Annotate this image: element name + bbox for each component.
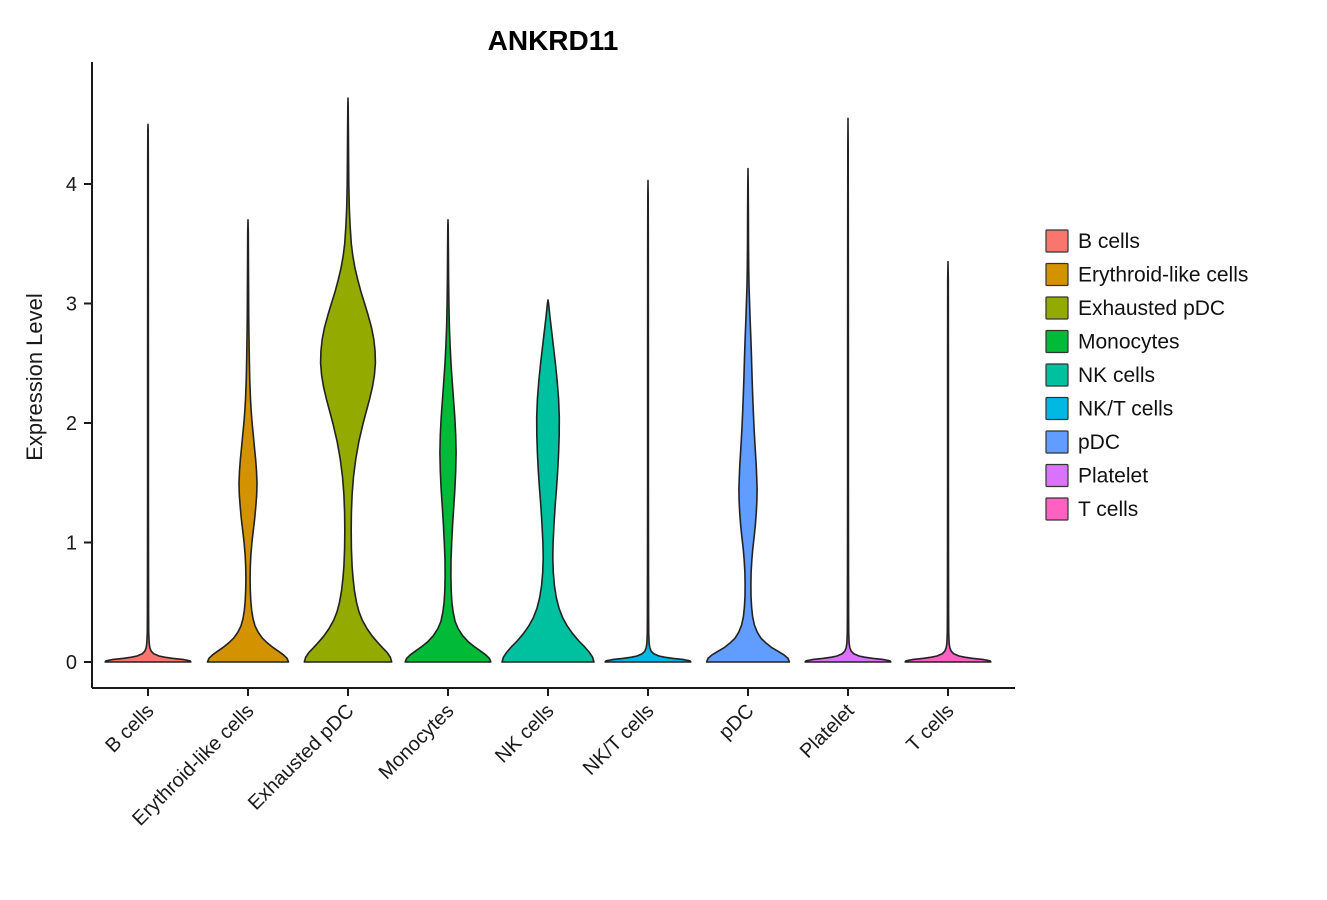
x-tick-label: Monocytes <box>375 700 459 784</box>
x-tick-label: NK cells <box>491 700 558 767</box>
violin-t-cells <box>904 260 992 663</box>
x-tick-label: T cells <box>902 700 958 756</box>
violin-pdc <box>705 167 791 663</box>
violin-nk-t-cells <box>604 179 692 663</box>
x-tick-label: B cells <box>101 700 158 757</box>
legend-swatch-exhausted-pdc <box>1045 296 1069 320</box>
violins-layer <box>104 97 992 663</box>
legend-label-b-cells: B cells <box>1078 230 1140 253</box>
legend-label-platelet: Platelet <box>1078 465 1148 488</box>
y-tick-label: 2 <box>66 413 77 435</box>
legend-label-t-cells: T cells <box>1078 498 1138 521</box>
x-tick-label: NK/T cells <box>579 700 659 780</box>
legend-swatch-nk-cells <box>1045 363 1069 387</box>
legend-label-erythroid-like-cells: Erythroid-like cells <box>1078 264 1248 287</box>
y-tick-label: 3 <box>66 294 77 316</box>
legend-swatch-erythroid-like-cells <box>1045 262 1069 287</box>
x-tick-label: pDC <box>715 700 759 744</box>
legend-swatch-pdc <box>1045 430 1069 454</box>
legend-swatch-t-cells <box>1045 497 1069 521</box>
legend-label-nk-t-cells: NK/T cells <box>1078 398 1173 421</box>
legend-swatch-platelet <box>1045 463 1069 488</box>
legend-label-monocytes: Monocytes <box>1078 331 1180 354</box>
legend-swatch-nk-t-cells <box>1045 396 1069 421</box>
chart-title: ANKRD11 <box>488 25 619 56</box>
y-tick-label: 1 <box>66 533 77 555</box>
legend-label-pdc: pDC <box>1078 431 1120 454</box>
y-axis-label: Expression Level <box>22 293 47 461</box>
violin-erythroid-like-cells <box>206 219 290 663</box>
x-tick-label: Platelet <box>796 700 859 763</box>
violin-nk-cells <box>501 299 595 663</box>
legend-swatch-monocytes <box>1045 329 1069 354</box>
violin-exhausted-pdc <box>303 97 393 663</box>
legend-swatch-b-cells <box>1045 229 1069 253</box>
legend-label-exhausted-pdc: Exhausted pDC <box>1078 297 1225 320</box>
legend-layer: B cells Erythroid-like cells Exhausted pDC… <box>1045 229 1248 521</box>
y-tick-label: 0 <box>66 652 77 674</box>
x-tick-label: Exhausted pDC <box>244 700 359 815</box>
legend-label-nk-cells: NK cells <box>1078 364 1155 387</box>
violin-b-cells <box>104 123 192 663</box>
y-tick-label: 4 <box>66 174 77 196</box>
violin-monocytes <box>404 219 492 663</box>
violin-platelet <box>804 117 892 663</box>
